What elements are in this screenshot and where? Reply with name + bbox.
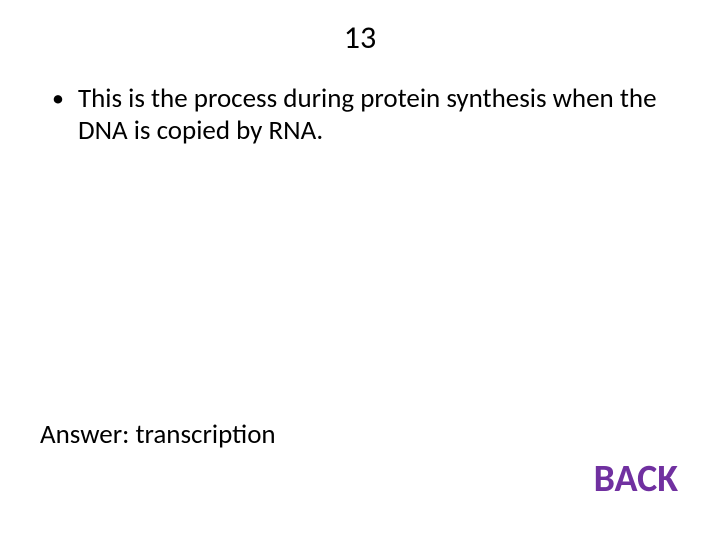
bullet-marker: •	[52, 85, 64, 114]
question-text: This is the process during protein synth…	[78, 83, 680, 148]
back-button[interactable]: BACK	[594, 456, 678, 502]
slide-title: 13	[0, 0, 720, 57]
bullet-item: • This is the process during protein syn…	[52, 83, 680, 148]
bullet-container: • This is the process during protein syn…	[0, 57, 720, 148]
answer-text: Answer: transcription	[40, 418, 276, 451]
